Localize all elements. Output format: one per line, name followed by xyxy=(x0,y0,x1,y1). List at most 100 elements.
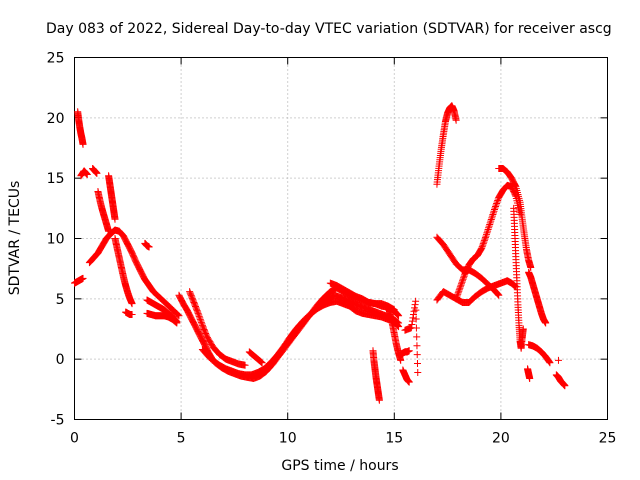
data-point xyxy=(411,301,419,309)
data-point xyxy=(495,291,503,299)
data-point xyxy=(175,312,183,320)
data-point xyxy=(485,224,493,232)
data-point xyxy=(414,368,422,376)
data-point xyxy=(479,241,487,249)
data-point xyxy=(195,312,203,320)
axis-ticks: 0 5 10 15 20 25 -5 0 5 10 15 20 25 xyxy=(47,51,617,447)
y-tick-label: -5 xyxy=(51,413,65,429)
y-axis-label: SDTVAR / TECUs xyxy=(7,181,23,296)
data-point xyxy=(105,227,113,235)
data-point xyxy=(83,171,91,179)
data-point xyxy=(494,196,502,204)
data-point xyxy=(194,309,202,317)
data-point xyxy=(545,357,553,365)
data-point xyxy=(459,277,467,285)
data-point xyxy=(79,274,87,282)
y-tick-label: 5 xyxy=(56,292,65,308)
data-point xyxy=(258,359,266,367)
data-point xyxy=(459,275,467,283)
data-point xyxy=(412,324,420,332)
data-point xyxy=(454,290,462,298)
x-tick-label: 10 xyxy=(279,431,297,447)
data-point xyxy=(413,342,421,350)
data-point xyxy=(455,287,463,295)
data-point xyxy=(488,214,496,222)
data-point xyxy=(128,300,136,308)
data-point xyxy=(480,237,488,245)
data-point xyxy=(413,333,421,341)
data-point xyxy=(485,222,493,230)
data-point xyxy=(486,219,494,227)
data-point xyxy=(458,278,466,286)
data-point xyxy=(456,284,464,292)
data-point xyxy=(492,201,500,209)
data-point xyxy=(195,311,203,319)
data-point xyxy=(484,227,492,235)
data-point xyxy=(173,318,181,326)
data-point xyxy=(480,238,488,246)
data-point xyxy=(519,325,527,333)
data-point xyxy=(412,297,420,305)
data-point xyxy=(545,358,553,366)
data-point xyxy=(542,319,550,327)
y-tick-label: 0 xyxy=(56,352,65,368)
data-point xyxy=(490,207,498,215)
data-point xyxy=(561,382,569,390)
data-point xyxy=(494,290,502,298)
data-point xyxy=(493,289,501,297)
x-tick-label: 20 xyxy=(492,431,510,447)
data-point xyxy=(511,182,519,190)
x-tick-label: 25 xyxy=(599,431,617,447)
data-point xyxy=(413,351,421,359)
data-point xyxy=(478,244,486,252)
data-point xyxy=(453,293,461,301)
data-point xyxy=(492,203,500,211)
data-point xyxy=(454,289,462,297)
data-point xyxy=(413,360,421,368)
data-point xyxy=(196,315,204,323)
data-point xyxy=(182,305,190,313)
x-tick-label: 0 xyxy=(70,431,79,447)
data-point xyxy=(393,311,401,319)
data-point xyxy=(452,295,460,303)
data-point xyxy=(486,220,494,228)
data-point xyxy=(487,217,495,225)
data-point xyxy=(478,243,486,251)
data-point xyxy=(554,356,562,364)
data-point xyxy=(491,204,499,212)
data-point xyxy=(494,291,502,299)
data-point xyxy=(197,317,205,325)
data-point xyxy=(145,243,153,251)
data-point xyxy=(479,240,487,248)
data-point xyxy=(489,209,497,217)
data-point xyxy=(408,317,416,325)
data-point xyxy=(455,286,463,294)
data-point xyxy=(397,356,405,364)
data-point xyxy=(452,116,460,124)
y-tick-label: 25 xyxy=(47,51,65,67)
x-axis-label: GPS time / hours xyxy=(281,458,398,474)
data-point xyxy=(482,232,490,240)
data-point xyxy=(198,320,206,328)
data-point xyxy=(405,347,413,355)
data-point xyxy=(93,169,101,177)
data-point xyxy=(197,318,205,326)
x-tick-label: 15 xyxy=(385,431,403,447)
data-point xyxy=(453,292,461,300)
data-point xyxy=(507,173,515,181)
data-point xyxy=(412,306,420,314)
data-point xyxy=(194,308,202,316)
data-point xyxy=(483,230,491,238)
y-tick-label: 20 xyxy=(47,111,65,127)
data-point xyxy=(484,225,492,233)
data-point xyxy=(408,320,416,328)
data-point xyxy=(493,200,501,208)
data-points xyxy=(71,102,569,404)
data-point xyxy=(375,396,383,404)
data-point xyxy=(460,274,468,282)
data-point xyxy=(487,215,495,223)
data-point xyxy=(241,361,249,369)
chart-title: Day 083 of 2022, Sidereal Day-to-day VTE… xyxy=(46,21,612,37)
data-point xyxy=(405,378,413,386)
